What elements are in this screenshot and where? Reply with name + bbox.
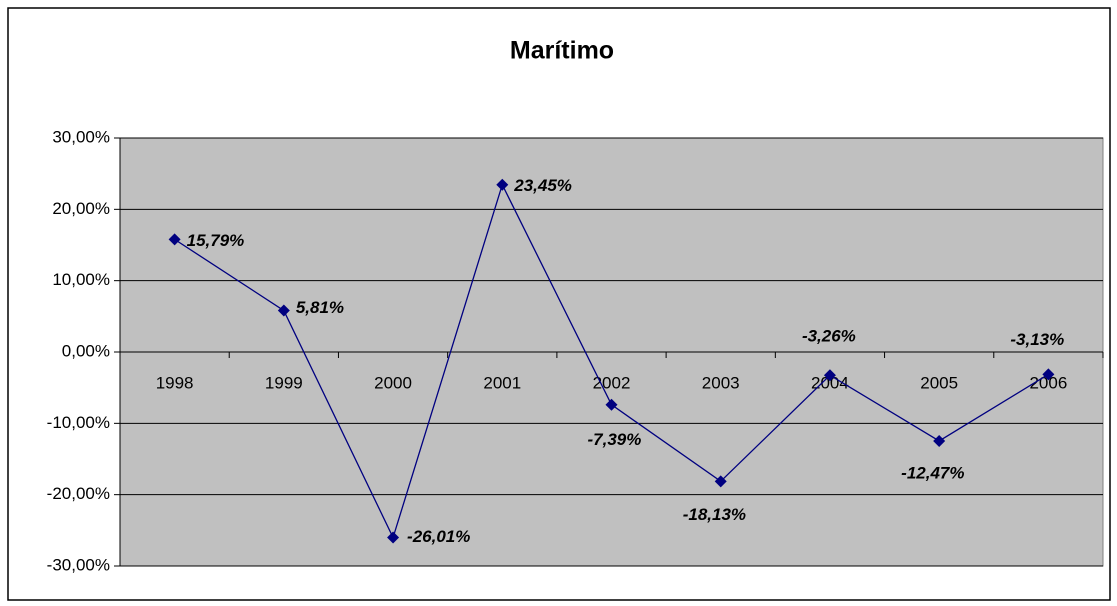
marker <box>823 369 836 382</box>
x-tick-label: 1999 <box>265 373 303 392</box>
marker <box>714 475 727 488</box>
y-tick-label: 0,00% <box>62 341 110 360</box>
data-label: 5,81% <box>296 298 344 317</box>
marker <box>387 531 400 544</box>
x-tick-label: 2003 <box>702 373 740 392</box>
data-label: -3,13% <box>1010 330 1064 349</box>
y-tick-label: 30,00% <box>52 127 110 146</box>
marker <box>496 178 509 191</box>
marker <box>277 304 290 317</box>
x-tick-label: 2000 <box>374 373 412 392</box>
x-tick-label: 2006 <box>1029 373 1067 392</box>
data-label: 23,45% <box>513 176 572 195</box>
marker <box>168 233 181 246</box>
x-tick-label: 2001 <box>483 373 521 392</box>
y-tick-label: 10,00% <box>52 270 110 289</box>
data-label: -26,01% <box>407 527 470 546</box>
y-tick-label: -30,00% <box>47 555 110 574</box>
data-label: -7,39% <box>588 430 642 449</box>
data-label: -18,13% <box>683 505 746 524</box>
marker <box>1042 368 1055 381</box>
chart-title: Marítimo <box>510 37 614 65</box>
x-tick-label: 1998 <box>156 373 194 392</box>
marker <box>933 434 946 447</box>
data-label: 15,79% <box>187 231 245 250</box>
data-label: -3,26% <box>802 327 856 346</box>
x-tick-label: 2002 <box>593 373 631 392</box>
y-tick-label: -10,00% <box>47 413 110 432</box>
data-label: -12,47% <box>901 463 964 482</box>
x-tick-label: 2004 <box>811 373 849 392</box>
x-tick-label: 2005 <box>920 373 958 392</box>
y-tick-label: 20,00% <box>52 199 110 218</box>
y-tick-label: -20,00% <box>47 484 110 503</box>
marker <box>605 398 618 411</box>
